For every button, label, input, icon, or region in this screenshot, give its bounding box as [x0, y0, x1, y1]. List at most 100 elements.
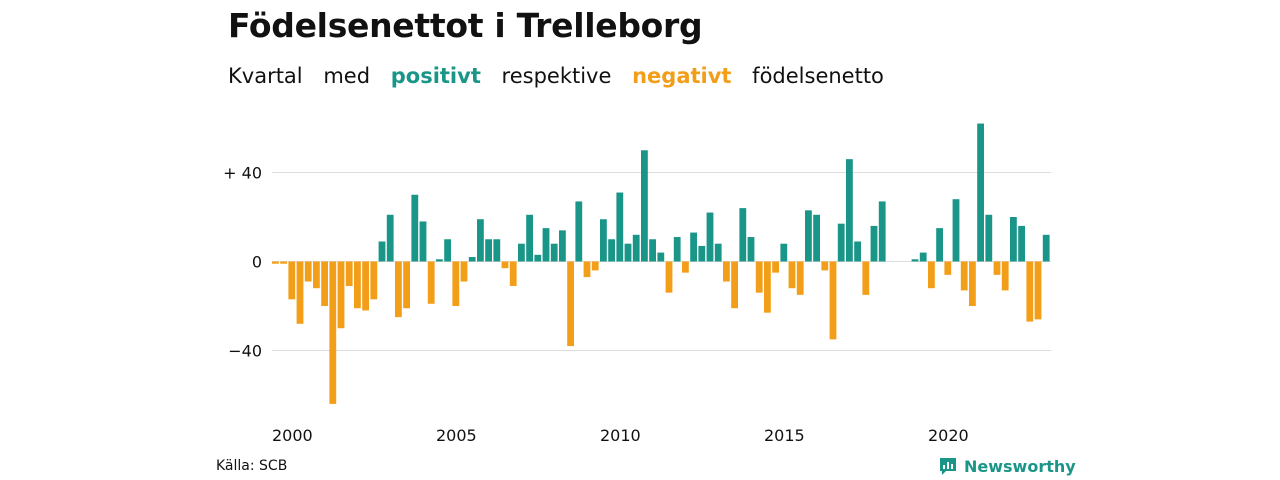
bar: [288, 261, 296, 300]
bar: [1034, 261, 1042, 320]
subtitle-word-fodelsenetto: födelsenetto: [752, 64, 884, 88]
brand-name: Newsworthy: [964, 456, 1076, 476]
bar: [1010, 217, 1017, 262]
bar: [690, 232, 697, 262]
bar: [304, 261, 312, 282]
bar: [411, 194, 419, 262]
bar: [468, 257, 476, 262]
bar: [747, 237, 755, 262]
bar: [780, 243, 788, 262]
subtitle-word-respektive: respektive: [501, 64, 612, 88]
bar: [272, 261, 279, 264]
bar: [796, 261, 804, 295]
bar: [944, 261, 952, 275]
bar: [559, 230, 566, 262]
bar: [378, 241, 386, 262]
x-tick-label: 2000: [272, 426, 313, 445]
bar: [714, 243, 722, 262]
bar: [936, 228, 943, 262]
x-tick-label: 2020: [928, 426, 969, 445]
bar: [386, 214, 394, 262]
bar: [1001, 261, 1009, 291]
bar: [788, 261, 796, 289]
bar: [731, 261, 738, 309]
y-axis-ticks: + 40 0 −40: [223, 164, 262, 361]
subtitle-positive-word: positivt: [390, 64, 481, 88]
bar: [452, 261, 460, 306]
bar: [919, 252, 927, 262]
bar: [928, 261, 935, 289]
chart-title: Födelsenettot i Trelleborg: [228, 6, 703, 45]
bar: [977, 123, 984, 262]
subtitle-negative-word: negativt: [632, 64, 732, 88]
x-tick-label: 2010: [600, 426, 641, 445]
chart-subtitle: Kvartal med positivt respektive negativt…: [228, 64, 898, 88]
bar: [419, 221, 427, 262]
bar: [952, 199, 960, 262]
bar: [501, 261, 509, 269]
bar: [665, 261, 673, 293]
bar: [698, 245, 706, 262]
bar: [395, 261, 402, 318]
bar: [296, 261, 304, 324]
y-tick-label: + 40: [223, 164, 262, 183]
bar: [591, 261, 599, 271]
bar: [345, 261, 353, 286]
source-note: Källa: SCB: [216, 458, 288, 474]
bar: [509, 261, 517, 286]
bar: [911, 259, 919, 262]
y-tick-label: −40: [228, 342, 262, 361]
newsworthy-logo-icon: [940, 458, 956, 475]
bar: [862, 261, 870, 295]
bar: [321, 261, 328, 306]
subtitle-word-med: med: [323, 64, 371, 88]
bar: [542, 228, 550, 262]
bar: [641, 150, 648, 262]
bar: [673, 237, 681, 262]
bar: [723, 261, 730, 282]
bar: [518, 243, 525, 262]
bar: [280, 261, 287, 264]
bar: [436, 259, 443, 262]
bar: [485, 239, 492, 262]
bar: [837, 223, 845, 262]
bar: [985, 214, 993, 262]
bar: [805, 210, 812, 262]
bar: [706, 212, 714, 262]
x-axis-ticks: 2000 2005 2010 2015 2020: [272, 426, 969, 445]
bar: [444, 239, 451, 262]
bar: [526, 214, 533, 262]
bar: [313, 261, 320, 289]
subtitle-word-kvartal: Kvartal: [228, 64, 303, 88]
bar: [821, 261, 829, 271]
bar: [337, 261, 345, 329]
bar: [657, 252, 665, 262]
bar: [370, 261, 378, 300]
bar: [764, 261, 771, 313]
bar: [477, 219, 484, 262]
bar: [813, 214, 820, 262]
bar: [772, 261, 779, 273]
bar: [1026, 261, 1034, 322]
bar: [624, 243, 632, 262]
bar: [993, 261, 1001, 275]
bar: [550, 243, 558, 262]
bar: [649, 239, 656, 262]
bar: [1042, 234, 1050, 262]
bar: [427, 261, 435, 304]
bar: [362, 261, 369, 311]
brand-logo[interactable]: Newsworthy: [938, 456, 1076, 476]
bar: [534, 254, 542, 262]
bar: [616, 192, 624, 262]
bar: [575, 201, 583, 262]
bar: [460, 261, 468, 282]
bar: [870, 225, 878, 262]
bars: [272, 123, 1050, 404]
bar: [329, 261, 337, 404]
bar: [969, 261, 976, 306]
bar: [354, 261, 361, 309]
bar: [755, 261, 763, 293]
bar: [600, 219, 607, 262]
bar: [846, 159, 853, 262]
